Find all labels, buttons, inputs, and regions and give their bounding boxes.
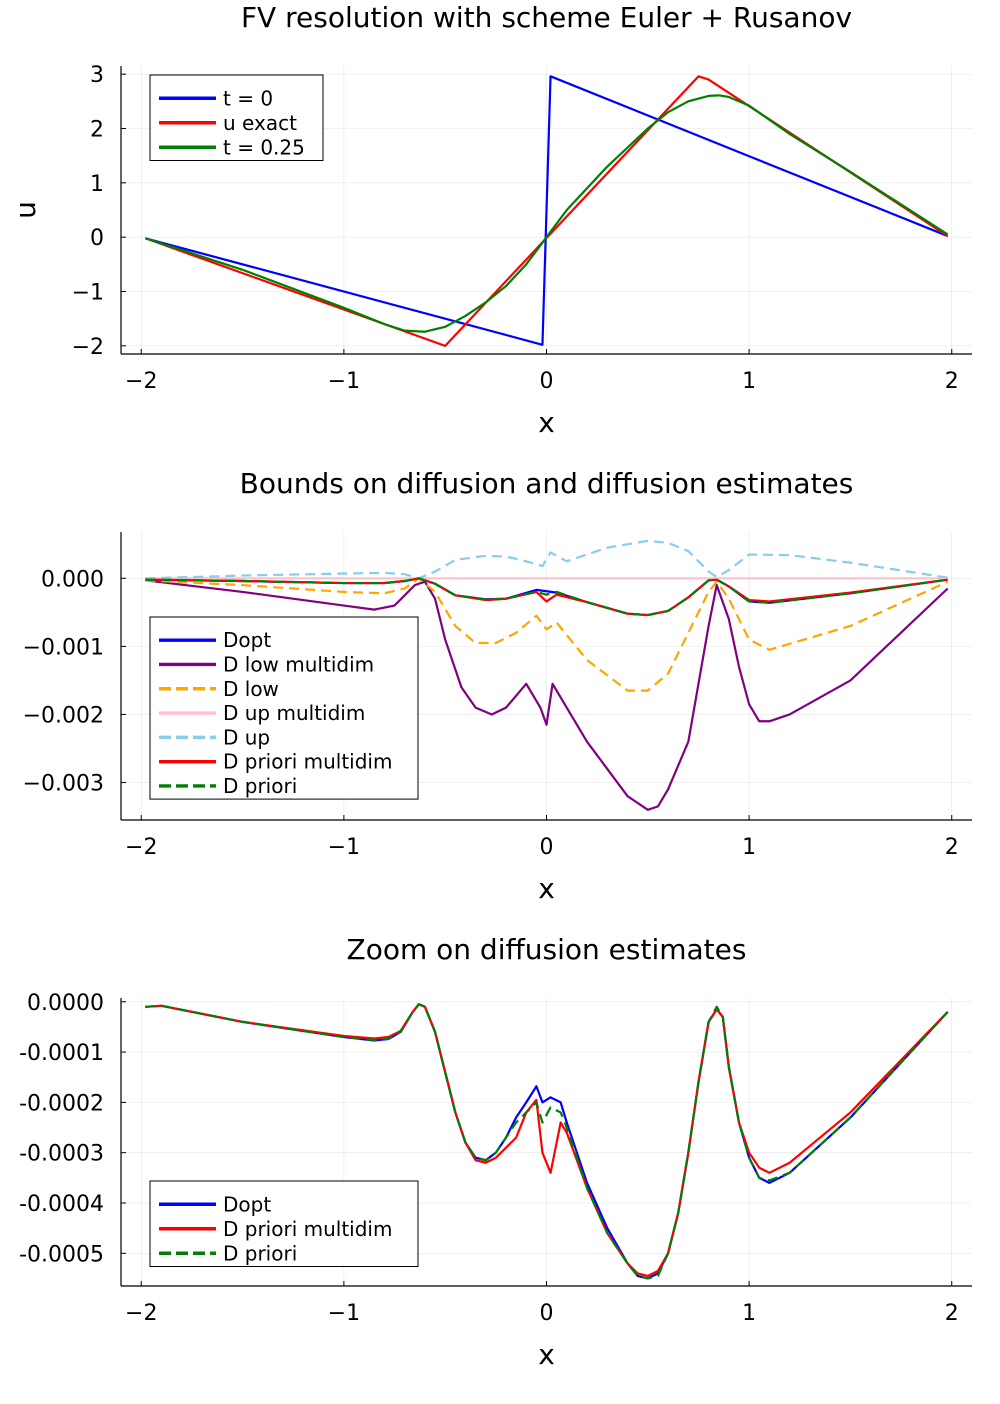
chart-panel-2: −2 −1 0 1 2 0.000 −0.001 −0.002 −0.003 Bounds on … xyxy=(23,467,972,905)
series-line-3 xyxy=(145,1003,949,1280)
y-tick-label: −0.001 xyxy=(23,635,104,660)
x-tick-label: −2 xyxy=(125,369,157,394)
x-axis-label: x xyxy=(538,872,555,905)
y-tick-label: 1 xyxy=(90,172,104,197)
x-tick-label: −1 xyxy=(328,1301,360,1326)
x-tick-label: 2 xyxy=(945,1301,959,1326)
x-tick-label: 0 xyxy=(540,1301,554,1326)
legend-label: D priori multidim xyxy=(223,1217,392,1241)
series-group xyxy=(145,539,949,811)
legend-label: D up multidim xyxy=(223,701,365,725)
y-tick-label: -0.0005 xyxy=(19,1242,104,1267)
series-group xyxy=(145,1003,949,1280)
series-line-3 xyxy=(144,94,949,333)
legend-label: D priori xyxy=(223,774,297,798)
y-tick-label: -0.0003 xyxy=(19,1142,104,1167)
x-axis-label: x xyxy=(538,406,555,439)
legend-label: D low xyxy=(223,677,279,701)
legend-label: t = 0 xyxy=(223,86,273,110)
x-axis-label: x xyxy=(538,1338,555,1371)
chart-panel-3: −2 −1 0 1 2 0.0000 -0.0001 -0.0002 -0.0003 -0.000… xyxy=(19,933,972,1371)
legend-label: D up xyxy=(223,725,270,749)
x-tick-label: −1 xyxy=(328,369,360,394)
x-tick-label: 0 xyxy=(540,835,554,860)
y-axis-label: u xyxy=(9,201,42,219)
y-tick-label: -0.0004 xyxy=(19,1192,104,1217)
y-tick-label: −0.002 xyxy=(23,703,104,728)
y-tick-label: 0 xyxy=(90,226,104,251)
legend-label: D priori xyxy=(223,1241,297,1265)
y-tick-label: −1 xyxy=(72,281,104,306)
series-line-3 xyxy=(145,577,949,692)
x-tick-label: −2 xyxy=(125,1301,157,1326)
legend-label: t = 0.25 xyxy=(223,135,305,159)
legend-label: Dopt xyxy=(223,1192,271,1216)
x-tick-label: 1 xyxy=(742,369,756,394)
y-tick-label: 0.000 xyxy=(41,567,104,592)
chart-panel-1: −2 −1 0 1 2 −2 −1 0 1 2 3 FV resolution with scheme… xyxy=(9,1,972,439)
legend-box xyxy=(149,616,419,800)
series-line-2 xyxy=(145,579,949,811)
chart-title: Bounds on diffusion and diffusion estima… xyxy=(240,467,854,500)
y-tick-label: 0.0000 xyxy=(27,991,104,1016)
legend-label: u exact xyxy=(223,111,297,135)
x-tick-label: 1 xyxy=(742,835,756,860)
series-line-7 xyxy=(145,577,948,617)
y-tick-label: -0.0001 xyxy=(19,1041,104,1066)
y-tick-label: 3 xyxy=(90,63,104,88)
legend-label: D low multidim xyxy=(223,652,374,676)
y-tick-label: -0.0002 xyxy=(19,1091,104,1116)
legend-label: D priori multidim xyxy=(223,750,392,774)
y-tick-label: −0.003 xyxy=(23,772,104,797)
x-tick-label: −2 xyxy=(125,835,157,860)
series-line-5 xyxy=(145,539,948,580)
x-tick-label: 2 xyxy=(945,369,959,394)
x-tick-label: 0 xyxy=(540,369,554,394)
y-tick-label: −2 xyxy=(72,335,104,360)
x-tick-label: −1 xyxy=(328,835,360,860)
series-group xyxy=(144,75,949,347)
chart-title: FV resolution with scheme Euler + Rusano… xyxy=(241,1,852,34)
x-tick-label: 1 xyxy=(742,1301,756,1326)
legend-box xyxy=(149,74,324,161)
legend-label: Dopt xyxy=(223,628,271,652)
y-tick-label: 2 xyxy=(90,117,104,142)
series-line-1 xyxy=(145,75,949,346)
x-tick-label: 2 xyxy=(945,835,959,860)
chart-title: Zoom on diffusion estimates xyxy=(347,933,747,966)
